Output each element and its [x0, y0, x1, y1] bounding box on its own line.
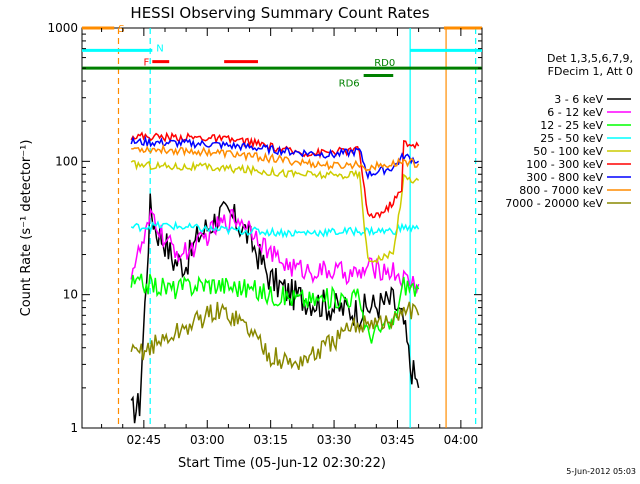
series-line-3-6-kev — [130, 193, 420, 424]
legend-label-800-7000-kev: 800 - 7000 keV — [519, 184, 603, 197]
legend-header-line: FDecim 1, Att 0 — [548, 65, 633, 78]
y-tick-label: 10 — [63, 288, 78, 302]
flag-label-rd0: RD0 — [374, 58, 395, 69]
plot-frame — [81, 27, 483, 429]
x-tick-label: 02:45 — [127, 433, 162, 447]
legend: Det 1,3,5,6,7,9,FDecim 1, Att 0 3 - 6 keV… — [505, 52, 633, 210]
x-tick-label: 03:00 — [190, 433, 225, 447]
legend-label-300-800-kev: 300 - 800 keV — [526, 171, 603, 184]
flag-label-rd6: RD6 — [339, 79, 360, 90]
y-axis: 1 10 100 1000 — [47, 21, 482, 435]
legend-label-3-6-kev: 3 - 6 keV — [554, 93, 603, 106]
flag-bars: S NF RD0 RD6 — [82, 24, 482, 90]
legend-label-12-25-kev: 12 - 25 keV — [540, 119, 603, 132]
x-tick-label: 03:45 — [380, 433, 415, 447]
legend-label-50-100-kev: 50 - 100 keV — [533, 145, 603, 158]
chart-title: HESSI Observing Summary Count Rates — [130, 4, 429, 22]
legend-label-7000-20000-kev: 7000 - 20000 keV — [505, 197, 603, 210]
legend-label-25-50-kev: 25 - 50 keV — [540, 132, 603, 145]
series-line-800-7000-kev — [131, 143, 420, 172]
flag-label-f: F — [144, 58, 150, 69]
y-axis-label: Count Rate (s⁻¹ detector⁻¹) — [19, 140, 34, 317]
x-tick-label: 03:30 — [317, 433, 352, 447]
legend-label-100-300-kev: 100 - 300 keV — [526, 158, 603, 171]
series-line-50-100-kev — [130, 160, 420, 264]
y-tick-label: 1 — [70, 421, 78, 435]
series-line-12-25-kev — [130, 273, 420, 344]
y-tick-label: 1000 — [47, 21, 78, 35]
series-lines — [130, 131, 420, 424]
series-line-25-50-kev — [130, 220, 420, 239]
x-axis: 02:45 03:00 03:15 03:30 03:45 04:00 — [101, 28, 483, 447]
y-tick-label: 100 — [55, 154, 78, 168]
flag-label-s: S — [118, 24, 124, 35]
footer-date: 5-Jun-2012 05:03 — [566, 467, 636, 476]
series-line-7000-20000-kev — [130, 301, 420, 371]
flag-label-n: N — [156, 43, 163, 54]
x-tick-label: 04:00 — [444, 433, 479, 447]
legend-header-line: Det 1,3,5,6,7,9, — [547, 52, 633, 65]
x-axis-label: Start Time (05-Jun-12 02:30:22) — [178, 456, 386, 471]
series-line-100-300-kev — [130, 131, 420, 219]
x-tick-label: 03:15 — [253, 433, 288, 447]
legend-label-6-12-kev: 6 - 12 keV — [547, 106, 603, 119]
